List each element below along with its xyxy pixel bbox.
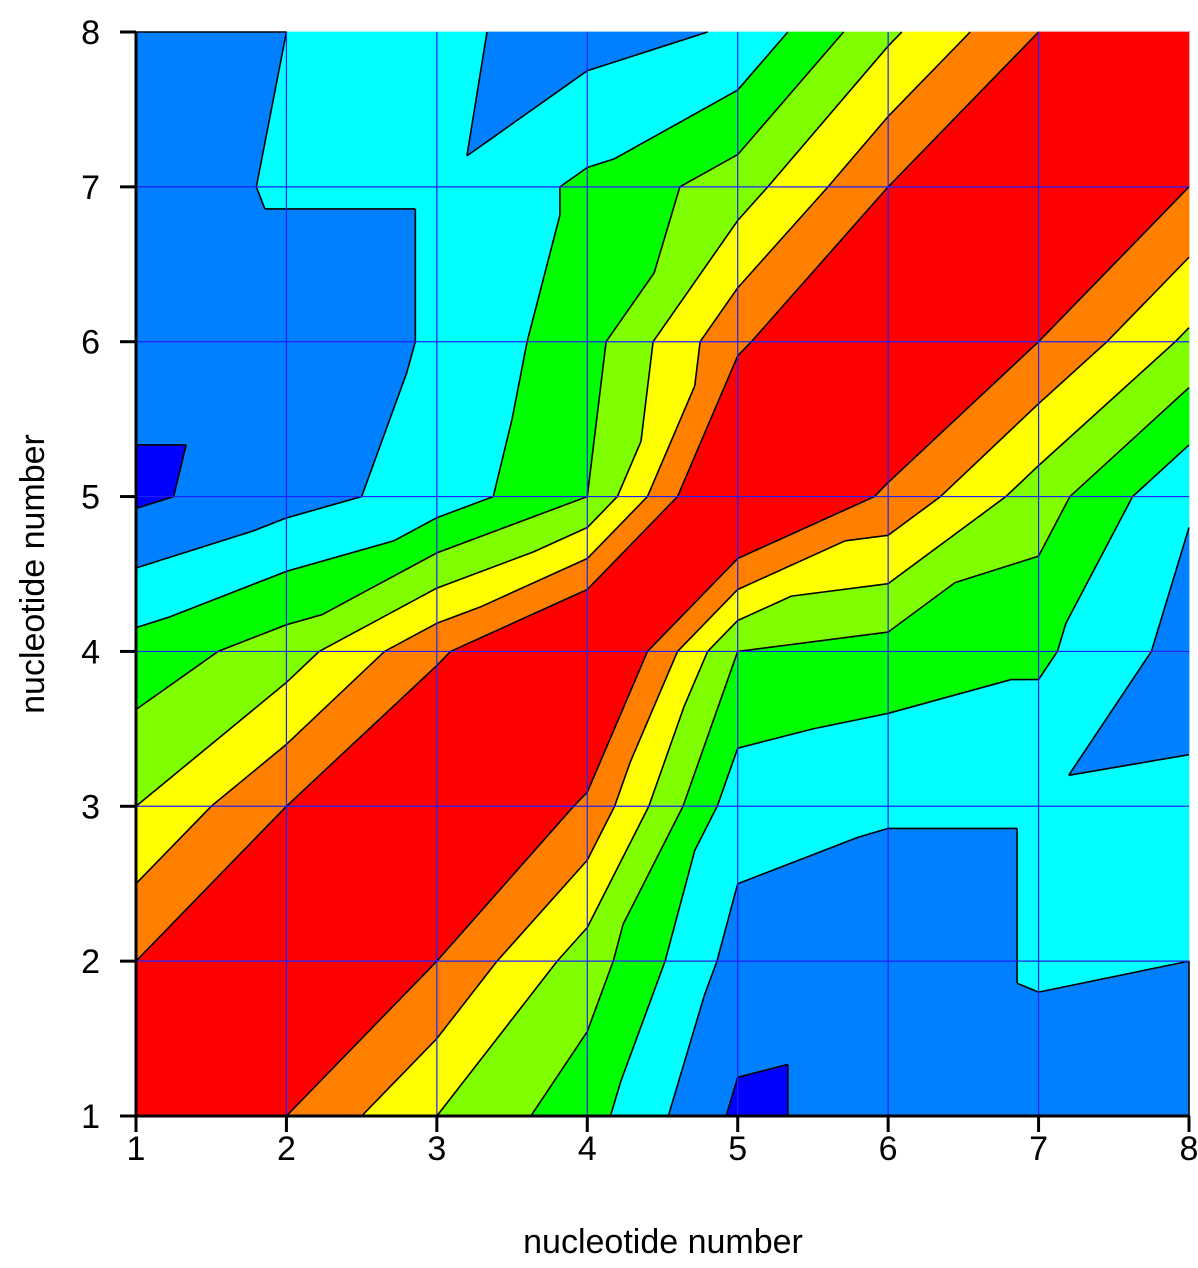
x-tick-label: 7 xyxy=(1029,1130,1048,1168)
x-tick-label: 8 xyxy=(1180,1130,1198,1168)
y-tick-label: 8 xyxy=(81,14,100,52)
y-tick-label: 2 xyxy=(81,943,100,981)
axes xyxy=(134,32,1190,1118)
x-axis-label: nucleotide number xyxy=(523,1223,803,1261)
x-tick-label: 2 xyxy=(277,1130,296,1168)
x-tick-label: 5 xyxy=(728,1130,747,1168)
x-tick-label: 4 xyxy=(578,1130,597,1168)
x-tick-labels: 1 2 3 4 5 6 7 8 xyxy=(127,1116,1198,1168)
contour-line-1 xyxy=(135,444,789,1117)
y-tick-label: 6 xyxy=(81,324,100,362)
y-tick-labels: 1 2 3 4 5 6 7 8 xyxy=(81,14,136,1136)
y-tick-label: 7 xyxy=(81,169,100,207)
contour-line-4 xyxy=(135,31,1190,1117)
contour-line-2 xyxy=(135,31,1190,1117)
y-tick-label: 5 xyxy=(81,479,100,517)
y-axis-label: nucleotide number xyxy=(14,434,52,714)
y-tick-label: 1 xyxy=(81,1098,100,1136)
y-tick-label: 4 xyxy=(81,633,100,671)
grid-lines xyxy=(136,32,1189,1116)
x-tick-label: 3 xyxy=(427,1130,446,1168)
contour-line-3 xyxy=(135,31,1190,1117)
contour-line-6 xyxy=(135,31,1190,1117)
y-tick-label: 3 xyxy=(81,788,100,826)
x-tick-label: 1 xyxy=(127,1130,146,1168)
contour-fills xyxy=(134,30,1191,1118)
x-tick-label: 6 xyxy=(879,1130,898,1168)
